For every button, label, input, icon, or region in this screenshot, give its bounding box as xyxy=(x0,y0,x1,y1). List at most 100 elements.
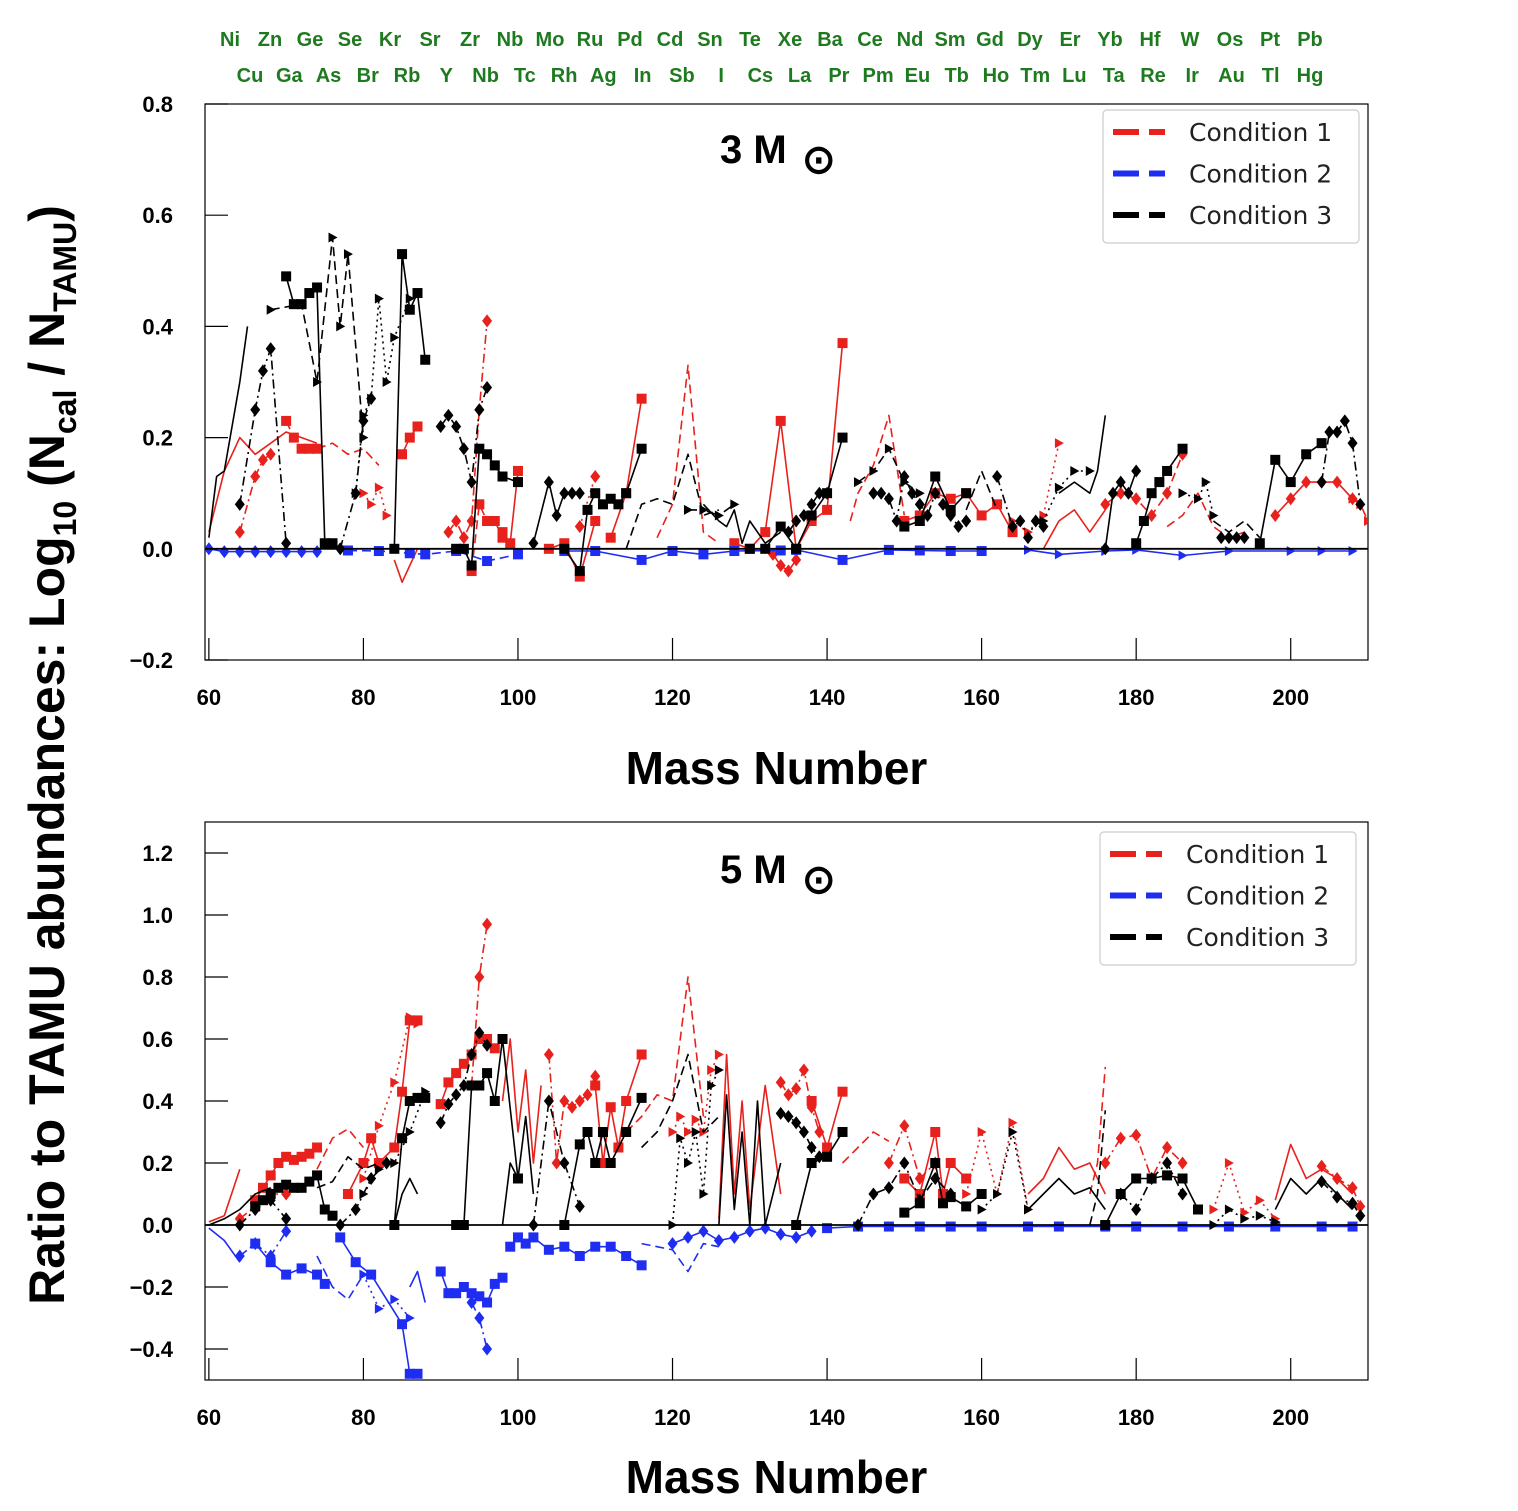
data-point-34-1 xyxy=(350,486,361,500)
data-point-33-1 xyxy=(443,1288,454,1299)
element-label-1-17: Nd xyxy=(897,29,924,51)
data-point-56-2 xyxy=(1231,531,1242,545)
y-tick-label: 0.2 xyxy=(142,426,173,451)
data-point-37-8 xyxy=(791,1230,802,1244)
series-line-condition-1-0 xyxy=(208,1168,241,1223)
data-point-41-2 xyxy=(265,1189,276,1199)
data-point-12-0 xyxy=(605,532,616,543)
data-point-30-3 xyxy=(405,1313,415,1323)
panel-title-sun-symbol: ⊙ xyxy=(802,138,836,182)
element-label-2-15: Pr xyxy=(828,65,849,87)
series-line-condition-1-3 xyxy=(316,442,380,466)
y-tick-label: 0.0 xyxy=(142,537,173,562)
data-point-53-5 xyxy=(1177,443,1188,454)
data-point-38-4 xyxy=(945,1221,956,1232)
data-point-52-4 xyxy=(1131,464,1142,478)
data-point-62-2 xyxy=(1131,1173,1142,1184)
data-point-2-3 xyxy=(265,447,276,461)
data-point-39-4 xyxy=(597,499,608,510)
x-tick-label: 140 xyxy=(809,685,846,710)
data-point-35-9 xyxy=(621,1251,632,1261)
data-point-50-0 xyxy=(1039,516,1049,526)
data-point-6-1 xyxy=(443,1077,454,1088)
data-point-9-1 xyxy=(551,1156,562,1170)
x-tick-label: 100 xyxy=(500,685,537,710)
element-label-2-8: Rh xyxy=(551,65,578,87)
x-tick-label: 140 xyxy=(809,1405,846,1430)
data-point-30-3 xyxy=(265,342,276,356)
data-point-33-5 xyxy=(474,1291,485,1302)
element-label-2-5: Y xyxy=(440,65,454,87)
data-point-47-0 xyxy=(435,1116,446,1130)
element-label-1-18: Sm xyxy=(934,29,965,51)
data-point-6-0 xyxy=(435,1099,446,1110)
data-point-8-5 xyxy=(482,314,493,328)
data-point-15-1 xyxy=(822,1142,833,1153)
data-point-43-4 xyxy=(806,510,817,521)
y-tick-label: −0.4 xyxy=(130,1337,174,1362)
element-label-1-8: Mo xyxy=(536,29,565,51)
data-point-14-3 xyxy=(798,1063,809,1077)
series-line-condition-2-34 xyxy=(470,1302,488,1350)
data-point-62-5 xyxy=(1177,1173,1188,1184)
x-tick-label: 60 xyxy=(197,685,221,710)
data-point-14-5 xyxy=(806,516,817,526)
element-label-1-14: Xe xyxy=(778,29,802,51)
data-point-49-3 xyxy=(1022,531,1033,545)
series-line-condition-1-11 xyxy=(579,476,596,527)
series-line-condition-1-4 xyxy=(362,486,388,516)
data-point-58-4 xyxy=(1347,436,1358,450)
data-point-56-1 xyxy=(806,1158,817,1168)
data-point-15-1 xyxy=(775,558,786,572)
data-point-37-5 xyxy=(744,1224,755,1238)
series-line-condition-3-50 xyxy=(1042,470,1090,522)
element-label-2-18: Tb xyxy=(944,65,968,87)
data-point-18-3 xyxy=(937,1189,948,1199)
element-label-2-23: Re xyxy=(1140,65,1166,87)
element-label-1-19: Gd xyxy=(976,29,1004,51)
y-tick-label: 0.4 xyxy=(142,1089,173,1114)
data-point-33-3 xyxy=(374,293,384,304)
data-point-57-3 xyxy=(1301,449,1312,460)
data-point-12-3 xyxy=(691,1114,701,1125)
series-line-condition-1-23 xyxy=(1352,498,1368,522)
data-point-12-0 xyxy=(668,1127,678,1137)
data-point-8-1 xyxy=(451,514,462,528)
data-point-14-6 xyxy=(822,504,833,515)
data-point-45-3 xyxy=(412,1092,423,1103)
ylabel-middle: / N xyxy=(19,312,75,390)
element-label-1-27: Pb xyxy=(1297,29,1323,51)
data-point-58-6 xyxy=(976,1189,987,1199)
element-label-2-17: Eu xyxy=(905,65,931,87)
data-point-33-5 xyxy=(390,332,400,343)
data-point-50-2 xyxy=(1070,465,1080,476)
data-point-14-7 xyxy=(837,338,848,349)
data-point-6-2 xyxy=(412,421,423,432)
data-point-22-4 xyxy=(1162,1141,1173,1154)
data-point-33-8 xyxy=(497,1272,508,1283)
data-point-53-1 xyxy=(1138,516,1149,526)
data-point-47-3 xyxy=(945,504,956,515)
x-tick-label: 160 xyxy=(963,685,1000,710)
element-label-1-20: Dy xyxy=(1017,29,1043,51)
data-point-41-1 xyxy=(699,504,709,515)
data-point-56-1 xyxy=(1223,531,1234,545)
data-point-28-2 xyxy=(281,1269,292,1280)
data-point-46-8 xyxy=(930,486,941,500)
data-point-53-0 xyxy=(1131,538,1142,549)
series-line-condition-2-36 xyxy=(641,1242,720,1273)
data-point-31-4 xyxy=(312,282,323,293)
data-point-6-1 xyxy=(404,432,415,443)
data-point-5-0 xyxy=(342,1189,353,1199)
data-point-9-3 xyxy=(567,1100,578,1114)
data-point-10-2 xyxy=(605,1102,616,1113)
data-point-44-1 xyxy=(791,514,802,528)
data-point-56-3 xyxy=(1239,531,1250,545)
x-tick-label: 100 xyxy=(500,1405,537,1430)
data-point-6-3 xyxy=(458,1058,469,1069)
panel-title-sun-symbol: ⊙ xyxy=(802,858,836,902)
data-point-17-1 xyxy=(899,1119,910,1133)
data-point-58-5 xyxy=(961,1201,972,1212)
data-point-36-6 xyxy=(482,381,493,395)
data-point-47-0 xyxy=(899,521,910,532)
